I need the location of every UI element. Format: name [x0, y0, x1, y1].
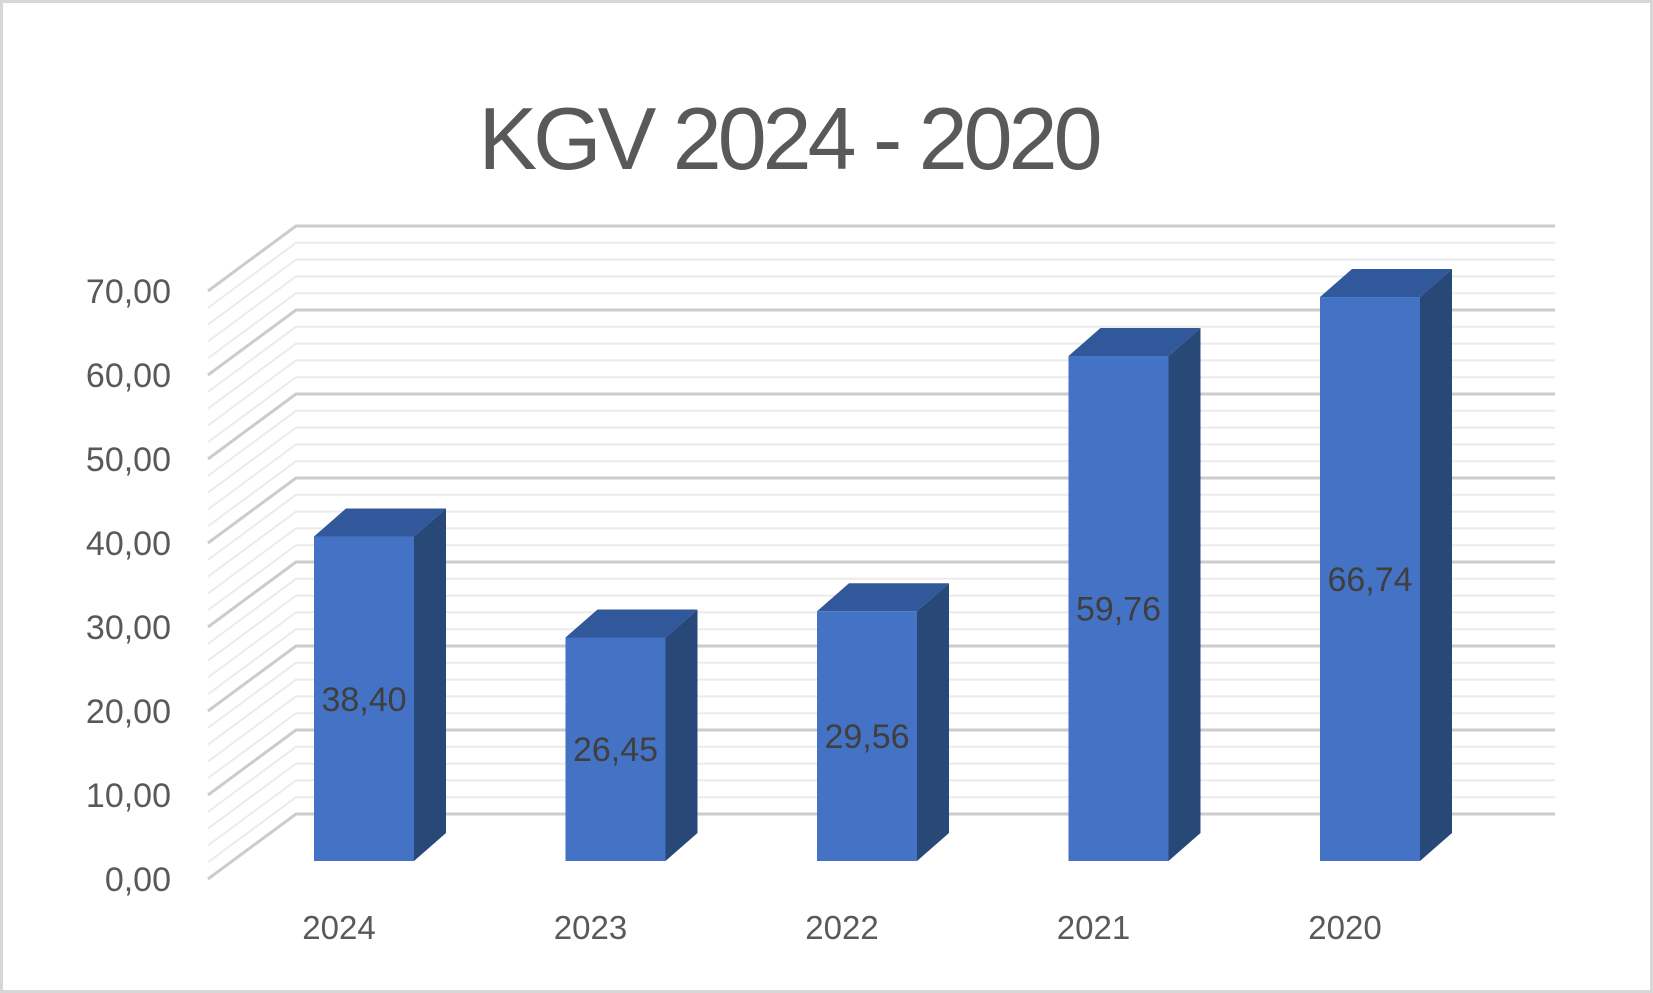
y-tick-label: 20,00	[86, 693, 171, 731]
y-tick-label: 50,00	[86, 441, 171, 479]
bar-top-face	[314, 508, 446, 537]
y-axis-tick-labels: 0,00 10,00 20,00 30,00 40,00 50,00 60,00 70,00	[86, 273, 171, 899]
minor-gridline	[207, 292, 1555, 360]
y-tick-label: 30,00	[86, 609, 171, 647]
bar-data-label: 59,76	[1076, 591, 1161, 629]
bar-side-face	[917, 583, 949, 861]
y-tick-label: 40,00	[86, 525, 171, 563]
y-tick-label: 0,00	[105, 861, 171, 899]
data-labels: 38,40 26,45 29,56 59,76 66,74	[321, 561, 1412, 769]
bar-side-face	[414, 508, 446, 861]
bar-side-face	[665, 609, 698, 861]
x-category-label: 2022	[805, 909, 878, 946]
bar-data-label: 26,45	[573, 731, 658, 769]
minor-gridline	[207, 241, 1555, 309]
x-category-label: 2021	[1057, 909, 1130, 946]
bar-data-label: 38,40	[321, 681, 406, 719]
bar-top-face	[1320, 269, 1452, 298]
bar	[817, 611, 917, 861]
minor-gridline	[207, 275, 1555, 343]
x-category-label: 2024	[302, 909, 375, 946]
bar-top-face	[817, 583, 949, 612]
bar	[1068, 356, 1169, 861]
bar-top-face	[1068, 328, 1201, 357]
minor-gridline	[207, 325, 1555, 393]
bar-top-face	[565, 609, 698, 638]
bar	[314, 536, 414, 861]
bar	[565, 637, 666, 861]
x-category-label: 2020	[1308, 909, 1381, 946]
major-gridline	[207, 308, 1555, 377]
bar-side-face	[1420, 269, 1452, 861]
bar	[1320, 297, 1420, 861]
x-axis-category-labels: 2024 2023 2022 2021 2020	[302, 909, 1381, 946]
x-category-label: 2023	[554, 909, 627, 946]
major-gridline	[207, 224, 1555, 293]
chart-title: KGV 2024 - 2020	[478, 89, 1102, 188]
bar-series	[314, 269, 1452, 861]
bar-data-label: 29,56	[824, 718, 909, 756]
minor-gridline	[207, 258, 1555, 326]
y-tick-label: 10,00	[86, 777, 171, 815]
plot-area: 0,0010,0020,0030,0040,0050,0060,0070,00 …	[86, 224, 1555, 946]
bar-side-face	[1168, 328, 1201, 861]
y-tick-label: 70,00	[86, 273, 171, 311]
y-tick-label: 60,00	[86, 357, 171, 395]
bar-data-label: 66,74	[1327, 561, 1412, 599]
